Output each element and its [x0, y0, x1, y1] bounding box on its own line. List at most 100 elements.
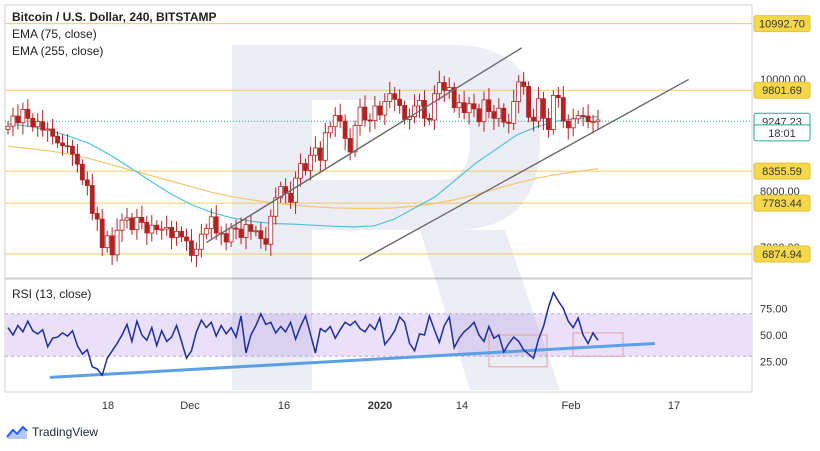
candle-body	[104, 235, 110, 248]
rsi-layer	[5, 290, 752, 379]
candle-body	[312, 147, 318, 156]
rsi-trendline	[49, 341, 655, 379]
candle-body	[89, 185, 95, 214]
candle-body	[506, 121, 512, 124]
ema75-legend: EMA (75, close)	[12, 27, 97, 41]
candle-body	[213, 216, 219, 234]
candle-body	[129, 217, 135, 231]
price-badge	[753, 162, 811, 180]
candle-body	[203, 228, 209, 235]
candle-body	[352, 125, 358, 153]
candle-body	[436, 82, 442, 95]
candle-body	[30, 117, 36, 128]
candle-body	[456, 102, 462, 109]
candle-body	[70, 145, 75, 155]
candle-body	[233, 227, 239, 230]
brand-name: TradingView	[32, 425, 99, 439]
candle-body	[308, 154, 313, 171]
x-tick-label: 2020	[368, 400, 392, 412]
candle-body	[555, 94, 561, 99]
candle-body	[372, 105, 378, 121]
tradingview-brand[interactable]: TradingView	[6, 425, 98, 439]
candle-body	[35, 121, 41, 128]
candle-body	[50, 128, 56, 137]
candle-body	[575, 115, 581, 120]
candle-body	[431, 93, 437, 121]
candle-body	[5, 125, 11, 130]
candle-body	[521, 81, 527, 87]
candle-body	[94, 213, 100, 220]
candle-body	[550, 94, 556, 130]
candle-body	[357, 106, 363, 126]
channel-upper-line	[205, 47, 523, 244]
x-tick-label: 16	[278, 400, 290, 412]
candle-body	[288, 192, 294, 203]
price-badge-label: 7783.44	[762, 198, 802, 210]
candle-body	[164, 227, 170, 230]
candle-body	[184, 236, 189, 242]
candle-body	[387, 93, 393, 102]
candle-body	[25, 108, 31, 119]
rsi-line	[7, 290, 599, 377]
candle-body	[253, 230, 259, 233]
candle-body	[273, 197, 279, 217]
x-tick-label: 17	[668, 400, 680, 412]
candle-body	[194, 248, 199, 256]
candle-body	[243, 224, 249, 238]
candle-body	[154, 224, 160, 231]
candle-body	[40, 121, 46, 131]
candle-body	[417, 100, 422, 107]
price-badge	[753, 15, 811, 33]
candle-body	[560, 97, 566, 122]
candle-body	[189, 240, 194, 256]
candle-body	[541, 98, 546, 119]
candle-body	[109, 235, 115, 256]
candle-body	[134, 216, 140, 231]
candle-body	[144, 221, 150, 234]
candle-body	[317, 147, 323, 161]
rsi-tick-label: 75.00	[760, 304, 788, 316]
ema-layer	[7, 116, 599, 228]
candle-body	[99, 218, 105, 248]
candle-body	[382, 101, 388, 116]
candle-body	[149, 224, 155, 234]
candle-body	[491, 111, 497, 119]
ema75-line	[7, 116, 599, 228]
candle-body	[590, 121, 596, 124]
candle-body	[412, 105, 417, 118]
candle-body	[303, 163, 308, 171]
rsi-tick-label: 50.00	[760, 330, 788, 342]
candle-body	[20, 108, 26, 124]
price-badge-label: 18:01	[768, 128, 796, 140]
x-tick-label: Feb	[562, 400, 581, 412]
rsi-axis-ticks: 75.00 50.00 25.00	[760, 304, 788, 369]
candle-body	[501, 107, 507, 123]
candle-body	[496, 107, 502, 119]
candle-body	[119, 219, 125, 231]
candle-body	[278, 186, 284, 199]
candle-body	[565, 120, 571, 129]
candle-body	[427, 117, 432, 121]
candle-body	[268, 215, 274, 245]
candle-body	[511, 101, 517, 124]
candle-body	[342, 120, 348, 139]
channel-lower-line	[359, 78, 690, 262]
candle-body	[263, 238, 269, 245]
candle-body	[481, 99, 487, 123]
candle-body	[84, 179, 90, 186]
candle-body	[516, 81, 522, 102]
rsi-tick-label: 25.00	[760, 357, 788, 369]
candle-body	[15, 115, 21, 124]
candle-body	[298, 163, 303, 179]
ema255-line	[7, 145, 599, 209]
candle-body	[595, 119, 601, 123]
candle-body	[124, 217, 130, 221]
candle-body	[347, 138, 353, 153]
candle-body	[55, 135, 60, 144]
trend-channel	[205, 47, 690, 262]
candle-body	[223, 233, 229, 243]
candle-body	[169, 227, 175, 238]
candle-body	[585, 115, 591, 123]
candle-body	[228, 227, 234, 243]
